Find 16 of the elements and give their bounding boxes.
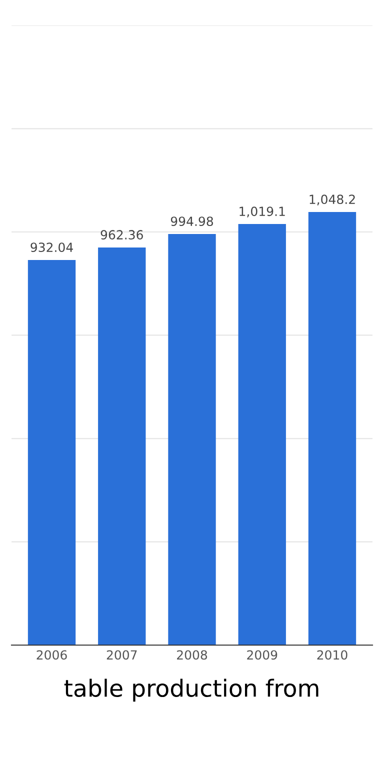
x-tick-label: 2006 [36,650,67,660]
x-tick-label: 2007 [106,650,137,660]
bar [28,260,76,646]
data-label: 962.36 [100,230,143,240]
x-axis-title: table production from [64,678,318,702]
data-label: 994.98 [170,216,214,226]
bar [238,224,286,646]
bar [308,212,356,646]
x-tick-label: 2009 [247,650,278,660]
data-label: 1,048.2 [310,194,355,206]
data-label: 932.04 [30,242,73,252]
bar [168,234,216,646]
bar [98,247,146,646]
data-label: 1,019.1 [240,206,285,218]
x-tick-label: 2008 [177,650,208,660]
x-tick-label: 2010 [317,650,348,660]
